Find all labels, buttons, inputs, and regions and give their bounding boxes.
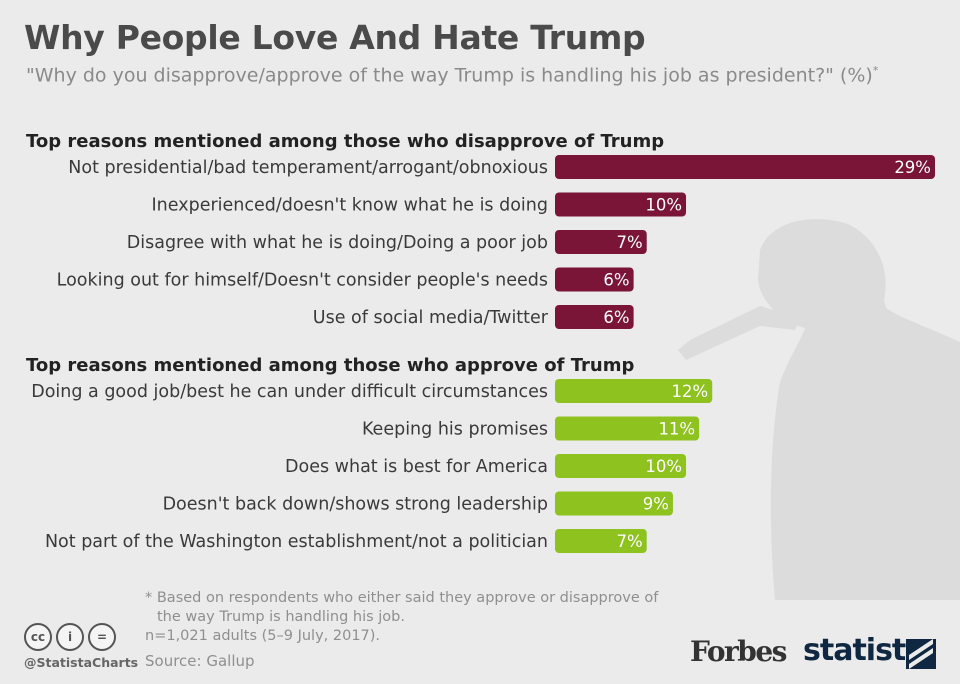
- license-icons: cc i =: [24, 623, 116, 651]
- bar: [555, 192, 687, 217]
- chart-title: Why People Love And Hate Trump: [24, 18, 646, 57]
- bar: [555, 267, 634, 292]
- creative-commons-icon[interactable]: cc: [24, 623, 52, 651]
- forbes-logo[interactable]: Forbes: [690, 635, 787, 668]
- footnote-line-2: the way Trump is handling his job.: [157, 609, 405, 625]
- data-label: 10%: [645, 196, 682, 215]
- category-label: Does what is best for America: [285, 457, 548, 477]
- data-label: 10%: [645, 457, 682, 476]
- twitter-handle[interactable]: @StatistaCharts: [24, 655, 139, 670]
- bar: [555, 379, 713, 403]
- attribution-icon[interactable]: i: [56, 623, 84, 651]
- subtitle-footnote-mark: *: [872, 64, 879, 77]
- category-label: Keeping his promises: [362, 420, 548, 440]
- footnote-line-1: * Based on respondents who either said t…: [145, 590, 659, 606]
- statista-logo-icon: [906, 639, 936, 669]
- no-derivatives-icon[interactable]: =: [88, 623, 116, 651]
- category-label: Looking out for himself/Doesn't consider…: [57, 271, 548, 291]
- category-label: Doing a good job/best he can under diffi…: [31, 382, 548, 402]
- data-label: 7%: [617, 233, 643, 252]
- bar: [555, 416, 700, 441]
- bar-chart: Top reasons mentioned among those who di…: [26, 131, 935, 553]
- data-label: 12%: [672, 382, 709, 401]
- bar: [555, 454, 687, 478]
- bar: [555, 305, 634, 329]
- data-label: 11%: [658, 420, 695, 439]
- source-note: Source: Gallup: [145, 652, 255, 670]
- bar: [555, 230, 647, 254]
- data-label: 29%: [894, 158, 931, 177]
- category-label: Disagree with what he is doing/Doing a p…: [127, 233, 548, 253]
- group-title-2: Top reasons mentioned among those who ap…: [26, 355, 634, 376]
- bar: [555, 155, 935, 179]
- subtitle-text: "Why do you disapprove/approve of the wa…: [26, 64, 873, 87]
- data-label: 7%: [617, 532, 643, 551]
- category-label: Use of social media/Twitter: [313, 308, 549, 328]
- bar: [555, 529, 647, 553]
- bar: [555, 491, 673, 516]
- group-title-1: Top reasons mentioned among those who di…: [26, 131, 664, 152]
- category-label: Inexperienced/doesn't know what he is do…: [152, 196, 548, 216]
- chart-subtitle: "Why do you disapprove/approve of the wa…: [26, 64, 878, 86]
- footnote-sample: n=1,021 adults (5–9 July, 2017).: [145, 628, 381, 644]
- data-label: 9%: [643, 495, 669, 514]
- data-label: 6%: [603, 308, 629, 327]
- data-label: 6%: [603, 271, 629, 290]
- category-label: Doesn't back down/shows strong leadershi…: [163, 495, 548, 515]
- footnote: * Based on respondents who either said t…: [145, 589, 658, 646]
- category-label: Not presidential/bad temperament/arrogan…: [68, 158, 548, 178]
- statista-logo[interactable]: statista: [803, 633, 926, 668]
- category-label: Not part of the Washington establishment…: [45, 532, 548, 552]
